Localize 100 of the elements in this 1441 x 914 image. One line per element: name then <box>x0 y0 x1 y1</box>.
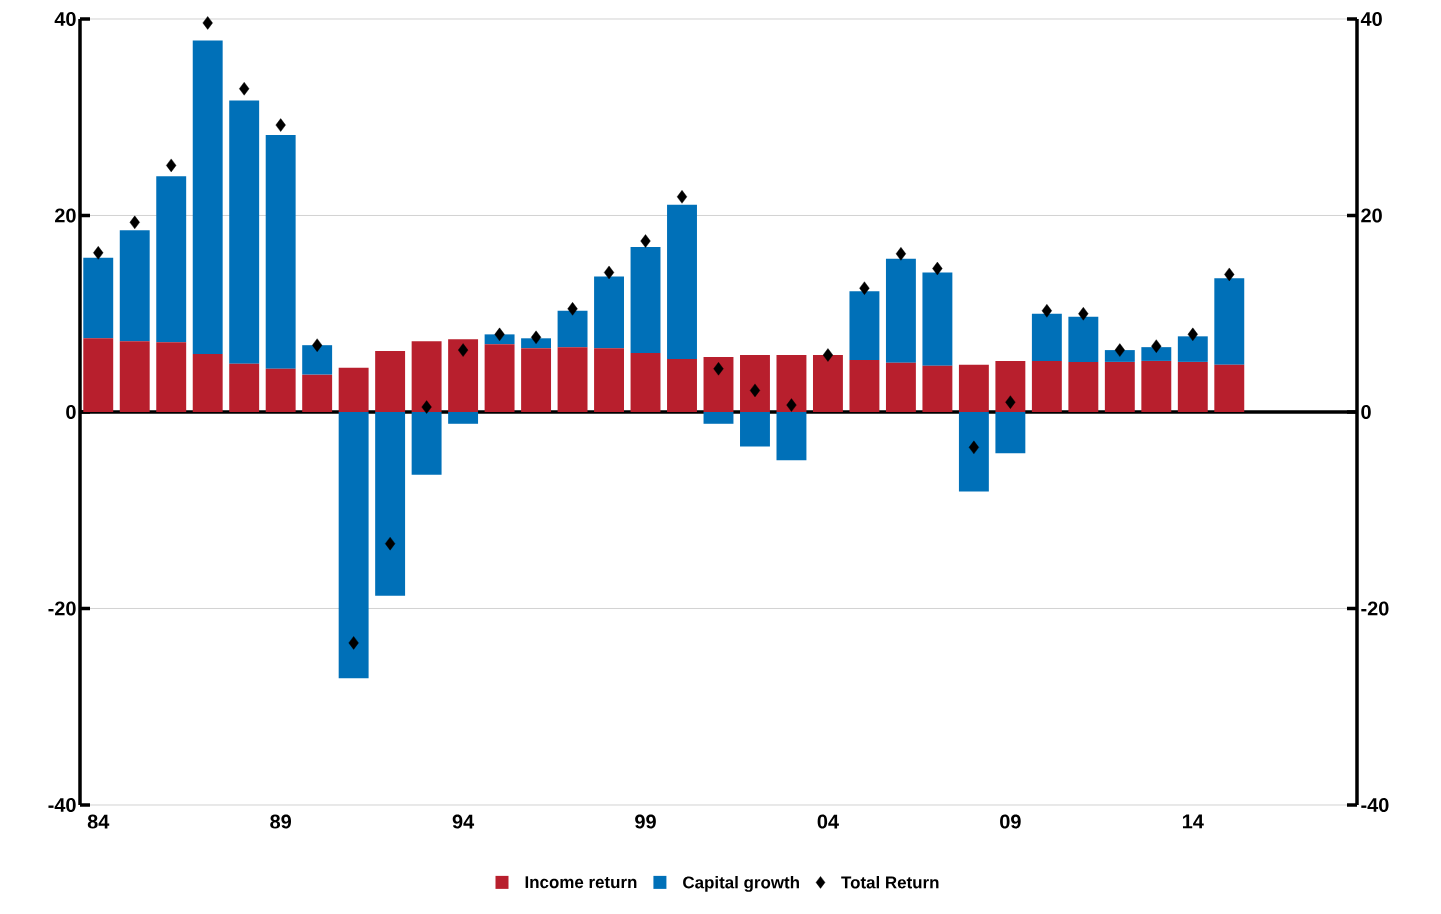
bar <box>995 360 1026 412</box>
x-tick-label: 09 <box>1000 814 1021 829</box>
bar <box>1177 361 1208 412</box>
bar <box>703 356 734 412</box>
point <box>421 400 432 414</box>
point <box>713 362 724 376</box>
bar <box>557 347 588 412</box>
legend-label: Total Return <box>841 876 939 889</box>
point <box>348 636 359 650</box>
y2-tick-label: 0 <box>1361 404 1371 420</box>
point <box>93 246 104 260</box>
point <box>129 215 140 230</box>
bar <box>338 411 369 679</box>
bar <box>265 134 296 369</box>
bar <box>1214 364 1245 412</box>
point <box>1151 339 1162 353</box>
point <box>1224 267 1235 282</box>
y2-tick-label: -20 <box>1361 601 1389 616</box>
bar <box>703 411 734 424</box>
point <box>968 440 979 455</box>
point <box>786 398 797 412</box>
bar <box>1068 316 1099 362</box>
bar <box>411 411 442 475</box>
bar <box>667 358 697 412</box>
bar <box>83 338 114 412</box>
legend-label: Income return <box>525 876 637 889</box>
x-tick-label: 99 <box>635 814 656 829</box>
point <box>202 16 213 30</box>
y-tick-label: 0 <box>66 404 76 420</box>
bar <box>1177 336 1208 362</box>
x-tick-label: 89 <box>270 814 292 829</box>
bar <box>448 339 479 412</box>
bar <box>740 355 770 412</box>
bar <box>740 411 770 447</box>
bar <box>812 355 843 412</box>
point <box>932 261 943 276</box>
bar <box>630 246 661 354</box>
bar <box>958 364 989 412</box>
bar <box>375 411 406 596</box>
point <box>822 348 834 362</box>
bar <box>192 354 223 412</box>
bar <box>594 348 624 412</box>
point <box>530 330 542 345</box>
x-tick-label: 94 <box>452 814 475 829</box>
bar <box>484 344 515 412</box>
point <box>640 234 651 248</box>
bar <box>119 341 150 412</box>
bar <box>594 276 624 349</box>
point <box>859 281 870 295</box>
bar <box>958 411 989 492</box>
bar <box>411 341 442 412</box>
bar <box>302 374 333 412</box>
y-tick-label: 20 <box>55 208 76 223</box>
bar <box>229 100 260 364</box>
bar <box>521 348 552 412</box>
bar <box>1214 278 1245 365</box>
bar <box>557 310 588 348</box>
y-tick-label: -40 <box>48 797 76 813</box>
bar <box>922 365 953 412</box>
bar <box>229 363 260 412</box>
bar <box>849 359 880 412</box>
y-tick-label: 40 <box>54 11 76 27</box>
bar <box>776 411 807 461</box>
bar <box>995 411 1026 454</box>
bar <box>885 362 916 412</box>
bar <box>156 176 187 343</box>
x-tick-label: 84 <box>87 814 110 829</box>
y2-tick-label: -40 <box>1361 797 1389 813</box>
bar <box>265 368 296 412</box>
x-tick-label: 04 <box>817 814 839 829</box>
bar <box>302 345 333 375</box>
bar <box>375 351 406 412</box>
bar <box>448 411 479 424</box>
point <box>166 158 177 173</box>
y-tick-label: -20 <box>48 601 76 616</box>
point <box>275 118 286 132</box>
point <box>1114 343 1125 357</box>
legend-label: Capital growth <box>683 876 799 892</box>
point <box>1005 395 1016 409</box>
point <box>1078 307 1089 321</box>
point <box>1187 327 1198 342</box>
bar <box>1141 347 1172 361</box>
bar <box>119 230 150 342</box>
point <box>312 338 323 352</box>
bar <box>1031 360 1062 412</box>
point <box>239 82 250 96</box>
point <box>567 302 578 316</box>
bar <box>1141 360 1172 412</box>
point <box>895 247 906 261</box>
bar <box>667 204 697 359</box>
bar <box>630 353 661 412</box>
point <box>458 343 469 357</box>
bar <box>1031 313 1062 361</box>
point <box>494 327 505 342</box>
y2-tick-label: 20 <box>1361 208 1382 223</box>
bar <box>156 342 187 412</box>
bar <box>885 258 916 363</box>
point <box>676 190 688 204</box>
point <box>1041 304 1052 318</box>
bar <box>338 367 369 412</box>
